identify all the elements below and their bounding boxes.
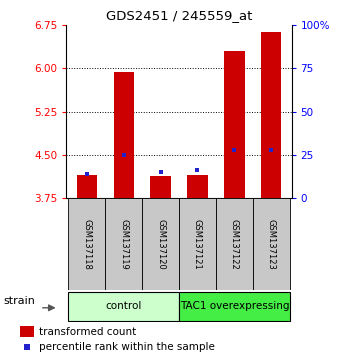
Text: control: control: [105, 301, 142, 311]
Text: transformed count: transformed count: [39, 327, 136, 337]
Title: GDS2451 / 245559_at: GDS2451 / 245559_at: [106, 9, 252, 22]
Bar: [216, 198, 253, 290]
Bar: [224, 51, 244, 198]
Bar: [142, 198, 179, 290]
Text: GSM137118: GSM137118: [82, 219, 91, 270]
Bar: [179, 292, 290, 321]
Bar: [68, 292, 179, 321]
Bar: [68, 198, 105, 290]
Bar: [105, 198, 142, 290]
Text: percentile rank within the sample: percentile rank within the sample: [39, 342, 215, 352]
Bar: [187, 175, 208, 198]
Text: GSM137122: GSM137122: [230, 219, 239, 270]
Text: strain: strain: [3, 296, 35, 307]
Text: GSM137123: GSM137123: [267, 219, 276, 270]
Bar: [261, 32, 281, 198]
Text: GSM137121: GSM137121: [193, 219, 202, 270]
Bar: [179, 198, 216, 290]
Bar: [20, 326, 34, 337]
Bar: [253, 198, 290, 290]
Text: TAC1 overexpressing: TAC1 overexpressing: [180, 301, 289, 311]
Text: GSM137119: GSM137119: [119, 219, 128, 270]
Bar: [77, 175, 97, 198]
Bar: [150, 176, 171, 198]
Text: GSM137120: GSM137120: [156, 219, 165, 270]
Bar: [114, 72, 134, 198]
